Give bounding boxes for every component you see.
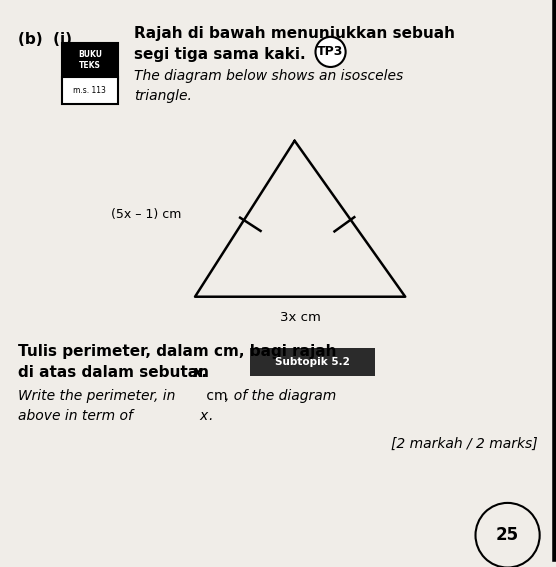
Text: segi tiga sama kaki.: segi tiga sama kaki.: [134, 47, 306, 62]
Text: Write the perimeter, in: Write the perimeter, in: [18, 388, 175, 403]
Text: Subtopik 5.2: Subtopik 5.2: [275, 357, 350, 367]
Text: Rajah di bawah menunjukkan sebuah: Rajah di bawah menunjukkan sebuah: [134, 27, 455, 41]
Text: di atas dalam sebutan: di atas dalam sebutan: [18, 365, 214, 380]
Text: Tulis perimeter, dalam cm, bagi rajah: Tulis perimeter, dalam cm, bagi rajah: [18, 344, 336, 359]
Text: .: .: [208, 409, 212, 424]
Text: m.s. 113: m.s. 113: [73, 86, 106, 95]
FancyBboxPatch shape: [62, 43, 117, 79]
Text: 3x cm: 3x cm: [280, 311, 321, 324]
Polygon shape: [253, 352, 267, 372]
Text: above in term of: above in term of: [18, 409, 137, 424]
Text: triangle.: triangle.: [134, 89, 192, 103]
Text: 25: 25: [496, 526, 519, 544]
Text: (b)  (i): (b) (i): [18, 32, 72, 47]
FancyBboxPatch shape: [250, 348, 375, 376]
Text: , of the diagram: , of the diagram: [225, 388, 337, 403]
Text: [2 markah / 2 marks]: [2 markah / 2 marks]: [391, 437, 538, 451]
Text: The diagram below shows an isosceles: The diagram below shows an isosceles: [134, 69, 404, 83]
Text: BUKU
TEKS: BUKU TEKS: [78, 50, 102, 70]
Text: x.: x.: [192, 365, 208, 380]
Text: TP3: TP3: [317, 45, 344, 58]
Text: (5x – 1) cm: (5x – 1) cm: [111, 208, 181, 221]
FancyBboxPatch shape: [62, 77, 117, 104]
Text: cm: cm: [202, 388, 227, 403]
Text: x: x: [200, 409, 208, 424]
